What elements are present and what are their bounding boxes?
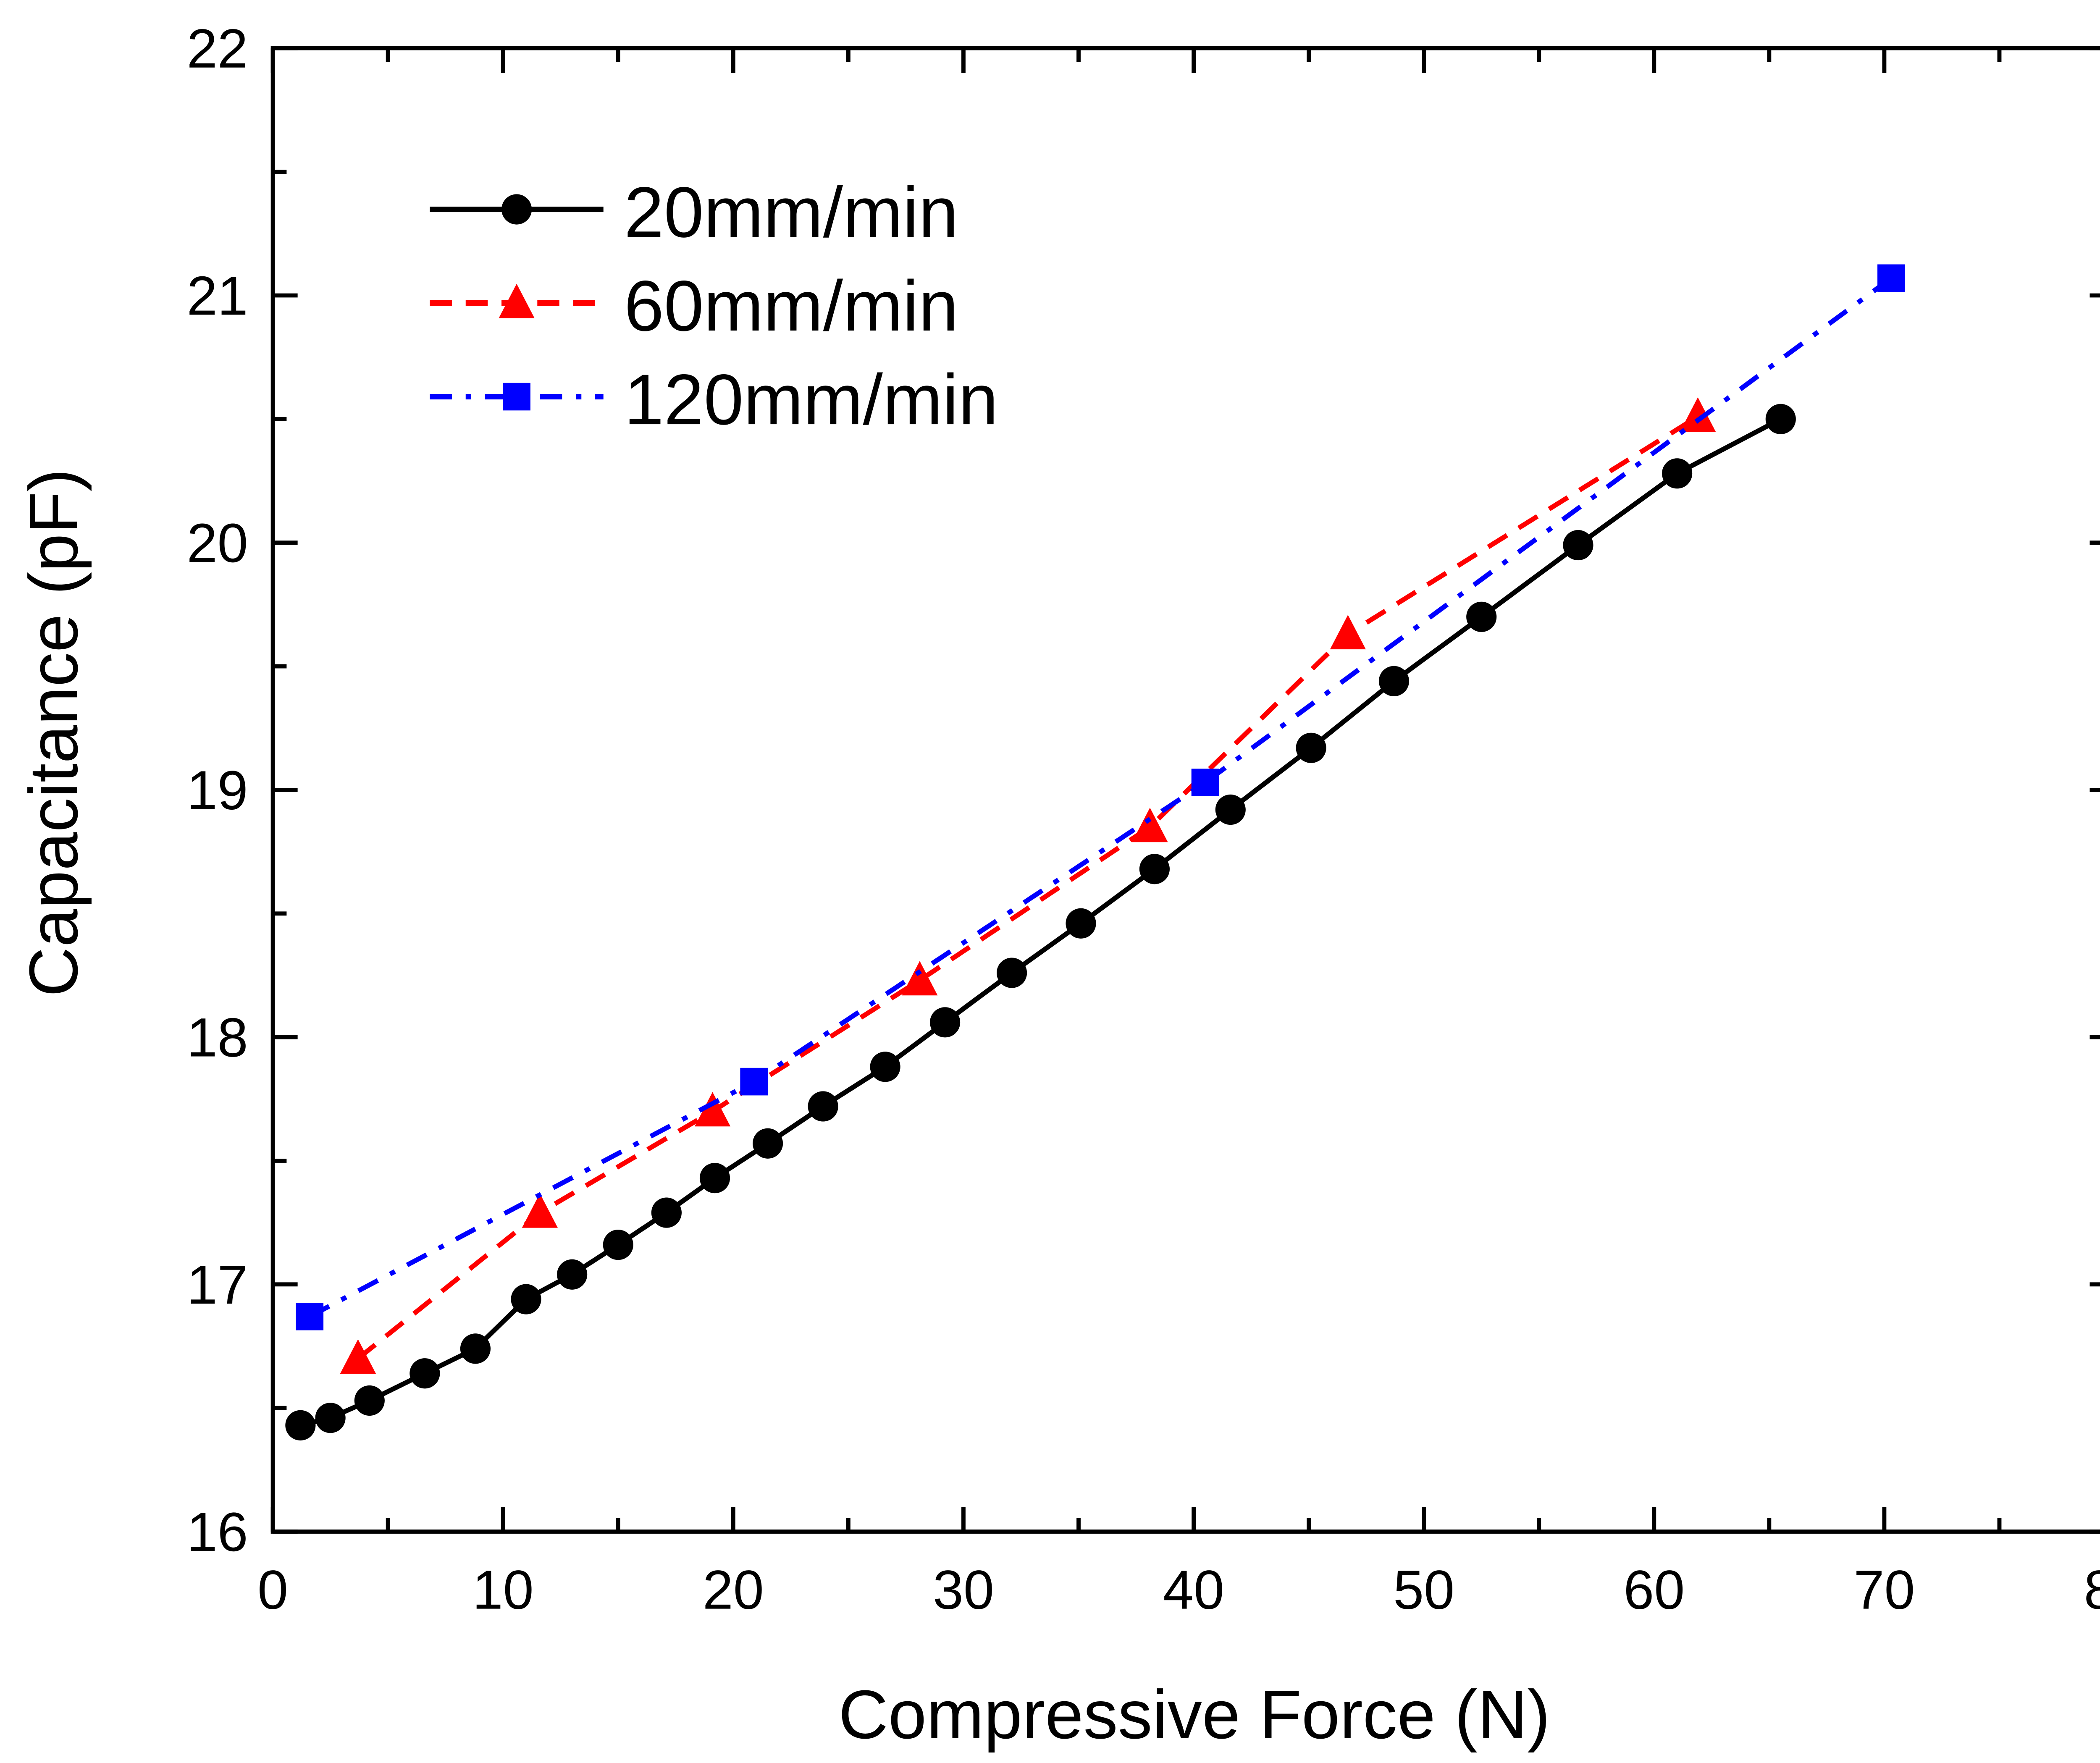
legend-item: 120mm/min [430,360,998,440]
y-tick-label: 21 [187,265,248,326]
data-point [296,1303,324,1330]
data-point [740,1068,768,1096]
plot-area [285,264,1905,1440]
data-point [1466,601,1497,632]
data-point [1330,615,1366,650]
data-point [1296,732,1326,763]
data-point [1662,458,1693,489]
data-point [1877,264,1905,292]
data-point [699,1163,730,1194]
data-point [930,1007,961,1038]
series-line [308,276,1893,1319]
x-tick-label: 80 [2084,1559,2100,1621]
data-point [315,1403,346,1433]
data-point [752,1128,783,1159]
y-tick-label: 16 [187,1501,248,1563]
data-point [1215,794,1246,825]
data-point [694,1092,731,1127]
series-60mm-min [340,397,1716,1374]
data-point [1765,404,1796,434]
data-point [460,1333,491,1364]
y-axis-label: Capacitance (pF) [15,469,92,997]
series-120mm-min [296,264,1905,1330]
data-point [1132,808,1168,842]
legend-item: 20mm/min [430,173,958,252]
data-point [340,1339,376,1374]
x-tick-label: 0 [257,1559,288,1621]
x-tick-label: 30 [933,1559,994,1621]
legend-label: 120mm/min [624,360,998,440]
x-tick-label: 60 [1623,1559,1685,1621]
data-point [285,1410,316,1440]
legend: 20mm/min 60mm/min 120mm/min [430,173,998,440]
x-tick-label: 50 [1393,1559,1454,1621]
data-point [603,1230,633,1260]
data-point [1378,666,1410,696]
x-tick-label: 20 [703,1559,764,1621]
data-point [1139,854,1170,884]
legend-marker [499,283,535,318]
data-point [1563,530,1593,561]
legend-marker [501,194,532,225]
data-point [1066,908,1096,939]
series-line [299,417,1782,1428]
y-tick-label: 22 [187,18,248,79]
legend-label: 60mm/min [624,266,958,346]
legend-item: 60mm/min [430,266,958,346]
x-tick-label: 10 [472,1559,534,1621]
data-point [1680,397,1716,432]
data-point [1191,769,1219,797]
x-tick-label: 70 [1853,1559,1915,1621]
y-tick-label: 17 [187,1254,248,1315]
data-point [870,1052,900,1082]
y-tick-label: 18 [187,1007,248,1068]
y-tick-label: 20 [187,512,248,574]
axes: 0 10 20 30 40 50 60 70 80 16 17 18 19 20 21 22 [187,18,2100,1621]
x-axis-label: Compressive Force (N) [838,1676,1550,1753]
data-point [902,961,938,996]
data-point [996,958,1027,988]
legend-label: 20mm/min [624,173,958,252]
data-point [522,1193,558,1228]
y-tick-label: 19 [187,759,248,821]
series-20mm-min [285,404,1796,1440]
legend-marker [503,383,530,411]
data-point [511,1284,541,1314]
series-line [356,415,1699,1361]
data-point [651,1197,682,1228]
data-point [410,1358,440,1389]
data-point [557,1259,588,1290]
data-point [808,1091,838,1122]
data-point [354,1385,385,1416]
x-tick-label: 40 [1163,1559,1224,1621]
